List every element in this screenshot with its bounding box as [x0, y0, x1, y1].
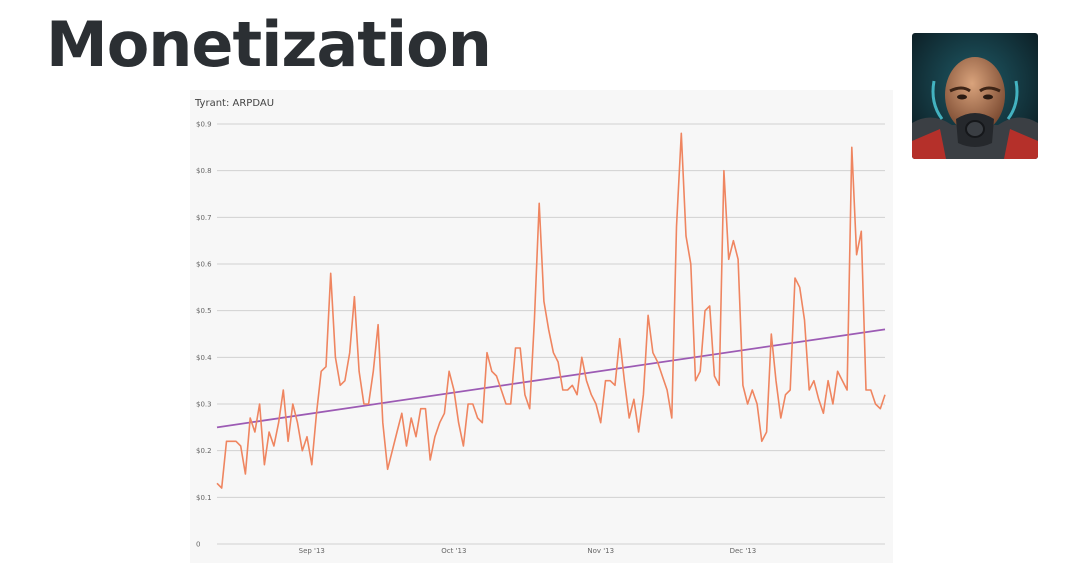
- arpdau-chart: Tyrant: ARPDAU 0 $0.1 $0.2 $0.3 $0.4 $0.5 $0.6…: [190, 90, 893, 563]
- y-tick-label: 0: [196, 541, 200, 549]
- x-tick-label: Oct '13: [441, 547, 466, 555]
- y-tick-label: $0.4: [196, 354, 212, 362]
- arpdau-line: [216, 132, 886, 489]
- page-title: Monetization: [46, 8, 492, 81]
- game-avatar: [912, 33, 1038, 159]
- y-tick-label: $0.7: [196, 214, 212, 222]
- y-tick-label: $0.6: [196, 261, 212, 269]
- y-tick-label: $0.3: [196, 401, 212, 409]
- y-tick-label: $0.2: [196, 447, 212, 455]
- y-tick-label: $0.8: [196, 167, 212, 175]
- y-tick-label: $0.9: [196, 121, 212, 129]
- x-tick-label: Nov '13: [587, 547, 614, 555]
- trend-line: [216, 328, 886, 429]
- tyrant-icon: [912, 33, 1038, 159]
- y-tick-label: $0.1: [196, 494, 212, 502]
- chart-svg: Tyrant: ARPDAU 0 $0.1 $0.2 $0.3 $0.4 $0.5 $0.6…: [194, 98, 886, 555]
- x-tick-label: Sep '13: [299, 547, 325, 555]
- chart-title: Tyrant: ARPDAU: [194, 98, 274, 109]
- x-tick-label: Dec '13: [730, 547, 757, 555]
- y-tick-label: $0.5: [196, 307, 212, 315]
